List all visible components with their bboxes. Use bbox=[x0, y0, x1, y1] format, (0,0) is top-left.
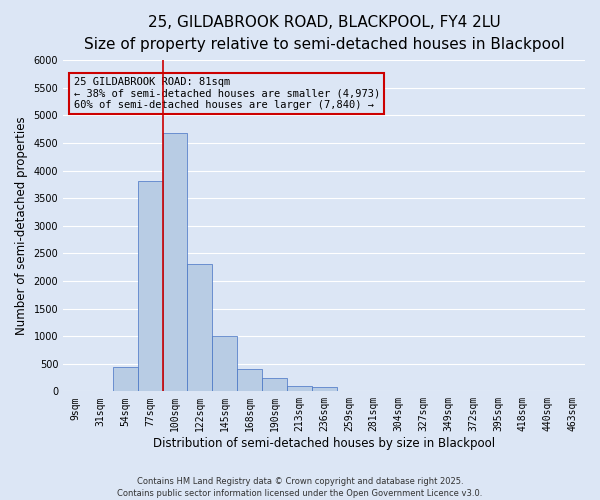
Bar bbox=[138, 180, 163, 392]
Bar bbox=[212, 336, 237, 392]
Bar bbox=[113, 366, 138, 392]
X-axis label: Distribution of semi-detached houses by size in Blackpool: Distribution of semi-detached houses by … bbox=[153, 437, 495, 450]
Bar bbox=[237, 370, 262, 392]
Bar bbox=[287, 386, 311, 392]
Bar bbox=[311, 388, 337, 392]
Bar bbox=[163, 133, 187, 392]
Bar bbox=[262, 378, 287, 392]
Title: 25, GILDABROOK ROAD, BLACKPOOL, FY4 2LU
Size of property relative to semi-detach: 25, GILDABROOK ROAD, BLACKPOOL, FY4 2LU … bbox=[84, 15, 565, 52]
Bar bbox=[187, 264, 212, 392]
Y-axis label: Number of semi-detached properties: Number of semi-detached properties bbox=[15, 116, 28, 335]
Text: 25 GILDABROOK ROAD: 81sqm
← 38% of semi-detached houses are smaller (4,973)
60% : 25 GILDABROOK ROAD: 81sqm ← 38% of semi-… bbox=[74, 77, 380, 110]
Text: Contains HM Land Registry data © Crown copyright and database right 2025.
Contai: Contains HM Land Registry data © Crown c… bbox=[118, 476, 482, 498]
